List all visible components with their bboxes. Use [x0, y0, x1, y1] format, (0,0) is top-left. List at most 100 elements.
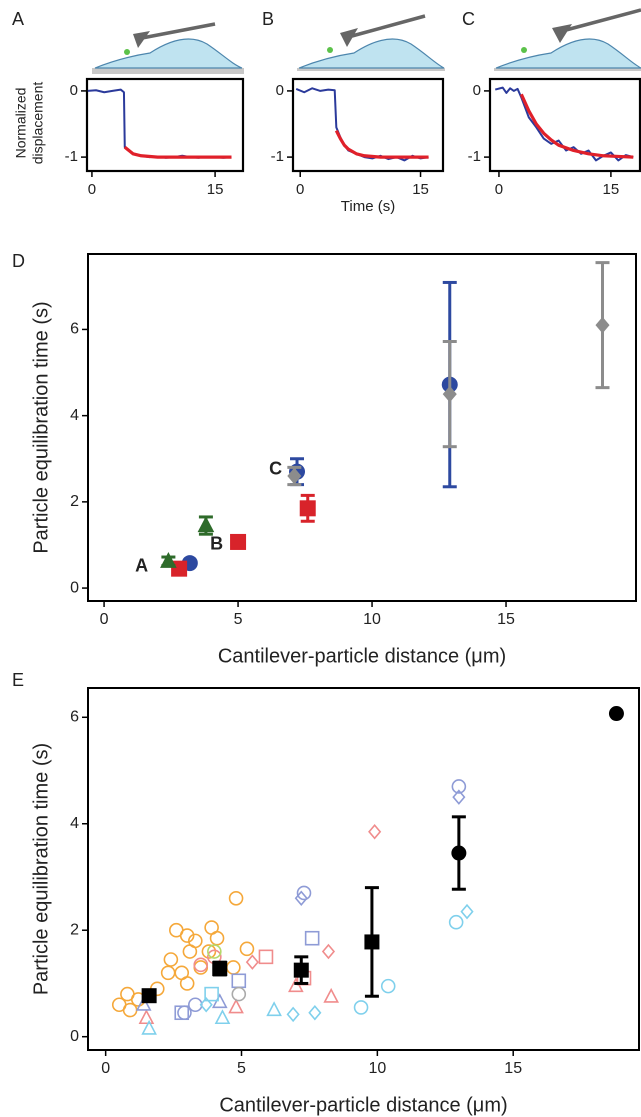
data-point — [266, 1001, 282, 1017]
y-tick-label: 6 — [70, 708, 79, 725]
panel-label: B — [262, 9, 274, 29]
y-axis-label: Normalized — [13, 88, 29, 159]
y-axis-label: Particle equilibration time (s) — [30, 743, 52, 995]
schematic-a — [92, 22, 244, 74]
data-point — [380, 978, 396, 994]
data-point — [296, 885, 312, 901]
data-point — [287, 467, 302, 485]
y-tick-label: 0 — [70, 579, 79, 596]
data-point — [231, 986, 247, 1002]
trace — [123, 145, 232, 159]
data-point — [258, 949, 274, 965]
x-tick-label: 15 — [207, 181, 224, 198]
data-point — [212, 961, 228, 977]
data-point — [138, 1009, 155, 1025]
data-point — [595, 316, 610, 334]
panel-label: C — [462, 9, 475, 29]
y-tick-label: -1 — [468, 148, 481, 165]
data-point — [188, 933, 203, 949]
x-tick-label: 0 — [495, 181, 503, 198]
data-point — [141, 1019, 157, 1035]
data-point — [323, 987, 339, 1003]
data-point — [460, 903, 474, 920]
data-point — [214, 1009, 231, 1025]
y-tick-label: 6 — [70, 321, 79, 338]
data-point — [201, 944, 217, 959]
trace — [334, 129, 429, 159]
data-point — [230, 533, 247, 550]
data-point — [451, 779, 467, 794]
annotation: C — [269, 458, 282, 478]
data-point — [207, 944, 222, 959]
x-tick-label: 10 — [363, 611, 381, 628]
data-point — [188, 997, 203, 1013]
x-tick-label: 5 — [234, 611, 243, 628]
data-point — [308, 1005, 322, 1021]
plot-frame — [87, 687, 640, 1051]
data-point — [353, 1000, 369, 1015]
plot-frame — [87, 253, 637, 602]
y-tick-label: 4 — [70, 815, 79, 832]
data-point — [299, 500, 316, 517]
x-tick-label: 0 — [100, 611, 109, 628]
data-point — [293, 962, 309, 978]
data-point — [174, 1005, 190, 1021]
panel-label: A — [12, 9, 24, 29]
y-tick-label: 2 — [70, 921, 79, 938]
x-tick-label: 5 — [237, 1060, 246, 1077]
x-tick-label: 15 — [504, 1060, 522, 1077]
y-tick-label: 0 — [473, 82, 481, 99]
x-tick-label: 0 — [88, 181, 96, 198]
y-axis-label: displacement — [30, 82, 46, 165]
y-tick-label: 0 — [276, 82, 284, 99]
x-axis-label: Time (s) — [341, 198, 395, 215]
data-point — [608, 706, 624, 722]
data-point — [245, 954, 259, 970]
data-point — [228, 890, 244, 906]
x-tick-label: 0 — [101, 1060, 110, 1077]
data-point — [193, 957, 209, 973]
data-point — [179, 976, 195, 991]
x-tick-label: 15 — [412, 181, 429, 198]
data-point — [452, 789, 466, 805]
y-tick-label: 0 — [70, 1028, 79, 1045]
x-tick-label: 15 — [603, 181, 620, 198]
data-point — [321, 943, 336, 960]
data-point — [294, 890, 308, 907]
x-axis-label: Cantilever-particle distance (μm) — [219, 1094, 507, 1116]
y-axis-label: Particle equilibration time (s) — [30, 301, 52, 553]
data-point — [135, 995, 152, 1011]
data-point — [228, 998, 244, 1014]
data-point — [304, 930, 320, 946]
y-tick-label: 4 — [70, 407, 79, 424]
data-point — [286, 1006, 300, 1023]
schematic-c — [494, 8, 641, 71]
x-tick-label: 0 — [296, 181, 304, 198]
y-tick-label: -1 — [271, 148, 284, 165]
data-point — [179, 928, 195, 943]
x-tick-label: 15 — [497, 611, 515, 628]
schematic-b — [297, 14, 445, 71]
data-point — [364, 934, 380, 950]
data-point — [160, 552, 177, 568]
data-point — [288, 977, 304, 993]
data-point — [204, 986, 219, 1002]
data-point — [141, 988, 157, 1004]
annotation: B — [210, 534, 223, 554]
data-point — [368, 824, 382, 840]
data-point — [163, 952, 179, 967]
trace — [519, 93, 634, 159]
panel-label: D — [12, 251, 25, 271]
data-point — [199, 997, 213, 1013]
y-tick-label: 2 — [70, 493, 79, 510]
data-point — [451, 845, 467, 861]
y-tick-label: 0 — [70, 82, 78, 99]
panel-label: E — [12, 670, 24, 690]
data-point — [442, 385, 457, 403]
data-point — [448, 914, 464, 930]
data-point — [197, 516, 215, 533]
x-tick-label: 10 — [368, 1060, 386, 1077]
data-point — [239, 941, 255, 957]
data-point — [209, 930, 225, 946]
